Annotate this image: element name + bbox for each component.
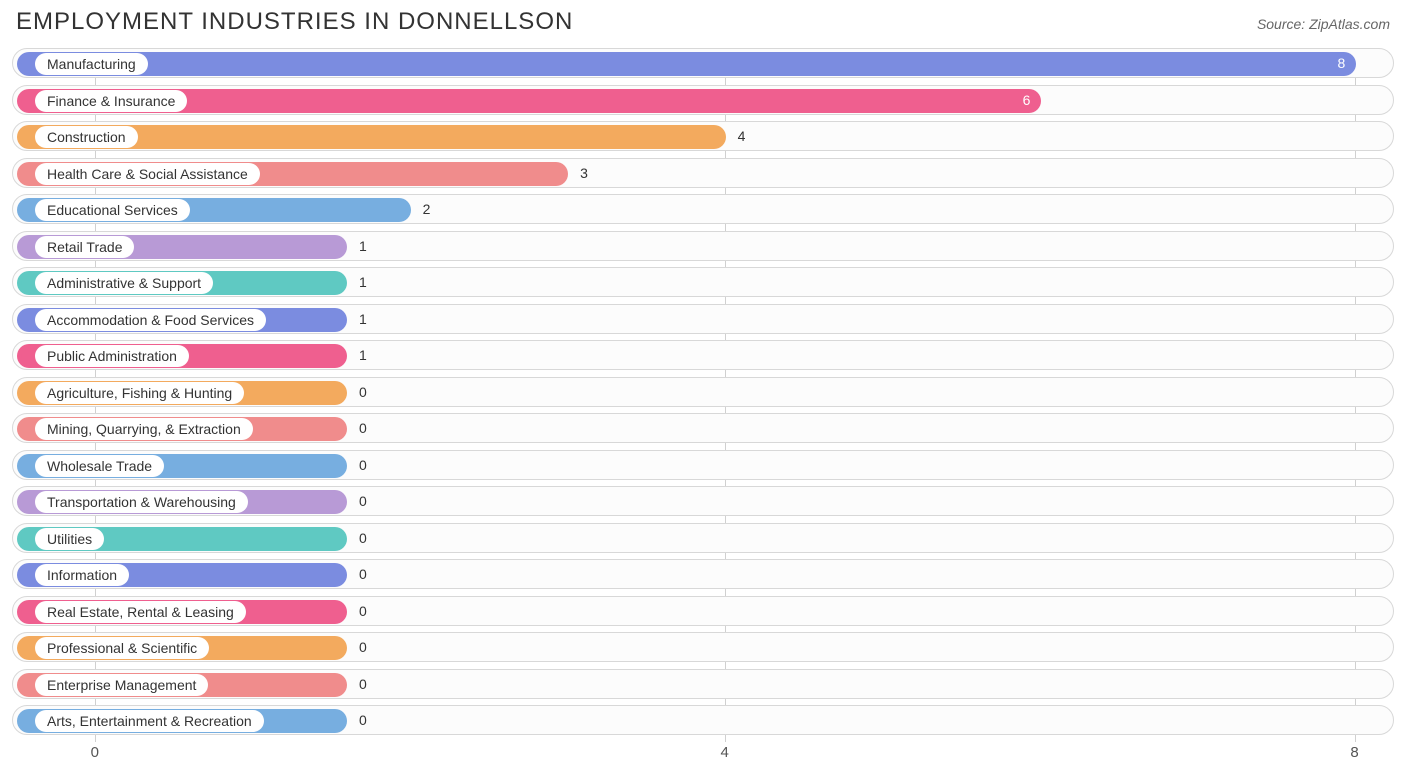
bar-cap — [21, 382, 34, 404]
bar-value: 1 — [359, 238, 367, 254]
chart-header: EMPLOYMENT INDUSTRIES IN DONNELLSON Sour… — [12, 8, 1394, 36]
bar-label: Wholesale Trade — [35, 455, 164, 477]
bar-row: Public Administration 1 — [12, 340, 1394, 370]
bar-value: 1 — [359, 274, 367, 290]
source-prefix: Source: — [1257, 16, 1309, 32]
bar-value: 0 — [359, 457, 367, 473]
bar-value: 0 — [359, 493, 367, 509]
bar-value: 4 — [738, 128, 746, 144]
bar-cap — [21, 309, 34, 331]
bar-row: Agriculture, Fishing & Hunting 0 — [12, 377, 1394, 407]
bar-label: Professional & Scientific — [35, 637, 209, 659]
bar-fill — [17, 52, 1356, 76]
bar-value: 3 — [580, 165, 588, 181]
bar-value: 1 — [359, 311, 367, 327]
bar-value: 0 — [359, 530, 367, 546]
bar-cap — [21, 163, 34, 185]
bar-label: Agriculture, Fishing & Hunting — [35, 382, 244, 404]
bar-value: 0 — [359, 566, 367, 582]
bar-row: Administrative & Support 1 — [12, 267, 1394, 297]
source-name: ZipAtlas.com — [1309, 16, 1390, 32]
bar-value: 0 — [359, 639, 367, 655]
bar-row: Retail Trade 1 — [12, 231, 1394, 261]
bar-row: Manufacturing 8 — [12, 48, 1394, 78]
bar-row: Utilities 0 — [12, 523, 1394, 553]
bar-label: Transportation & Warehousing — [35, 491, 248, 513]
bar-row: Health Care & Social Assistance 3 — [12, 158, 1394, 188]
bar-value: 6 — [1023, 92, 1031, 108]
bar-label: Real Estate, Rental & Leasing — [35, 601, 246, 623]
bar-row: Construction 4 — [12, 121, 1394, 151]
bar-row: Real Estate, Rental & Leasing 0 — [12, 596, 1394, 626]
chart-area: Manufacturing 8 Finance & Insurance 6 Constr… — [12, 48, 1394, 770]
bar-label: Arts, Entertainment & Recreation — [35, 710, 264, 732]
bar-label: Accommodation & Food Services — [35, 309, 266, 331]
bar-label: Construction — [35, 126, 138, 148]
bar-label: Retail Trade — [35, 236, 134, 258]
bar-value: 8 — [1338, 55, 1346, 71]
bar-cap — [21, 90, 34, 112]
bar-label: Utilities — [35, 528, 104, 550]
bar-row: Arts, Entertainment & Recreation 0 — [12, 705, 1394, 735]
bar-row: Information 0 — [12, 559, 1394, 589]
bar-cap — [21, 601, 34, 623]
bar-cap — [21, 674, 34, 696]
bar-value: 0 — [359, 384, 367, 400]
chart-title: EMPLOYMENT INDUSTRIES IN DONNELLSON — [16, 8, 573, 36]
bar-row: Wholesale Trade 0 — [12, 450, 1394, 480]
bar-row: Educational Services 2 — [12, 194, 1394, 224]
chart-source: Source: ZipAtlas.com — [1257, 16, 1390, 32]
bar-value: 0 — [359, 603, 367, 619]
bar-value: 0 — [359, 420, 367, 436]
bar-label: Educational Services — [35, 199, 190, 221]
bar-value: 0 — [359, 676, 367, 692]
bar-row: Mining, Quarrying, & Extraction 0 — [12, 413, 1394, 443]
bar-label: Finance & Insurance — [35, 90, 187, 112]
x-axis-tick: 0 — [91, 744, 99, 761]
bar-value: 0 — [359, 712, 367, 728]
bar-cap — [21, 455, 34, 477]
bar-label: Manufacturing — [35, 53, 148, 75]
bar-label: Administrative & Support — [35, 272, 213, 294]
bar-label: Mining, Quarrying, & Extraction — [35, 418, 253, 440]
bar-label: Public Administration — [35, 345, 189, 367]
bar-label: Information — [35, 564, 129, 586]
bar-cap — [21, 236, 34, 258]
bar-value: 1 — [359, 347, 367, 363]
bar-label: Health Care & Social Assistance — [35, 163, 260, 185]
bar-row: Professional & Scientific 0 — [12, 632, 1394, 662]
bar-row: Enterprise Management 0 — [12, 669, 1394, 699]
bar-value: 2 — [423, 201, 431, 217]
bar-cap — [21, 528, 34, 550]
x-axis-tick: 4 — [720, 744, 728, 761]
bar-row: Finance & Insurance 6 — [12, 85, 1394, 115]
x-axis: 0 4 8 — [12, 742, 1394, 766]
bar-label: Enterprise Management — [35, 674, 208, 696]
bar-row: Accommodation & Food Services 1 — [12, 304, 1394, 334]
x-axis-tick: 8 — [1350, 744, 1358, 761]
bar-row: Transportation & Warehousing 0 — [12, 486, 1394, 516]
